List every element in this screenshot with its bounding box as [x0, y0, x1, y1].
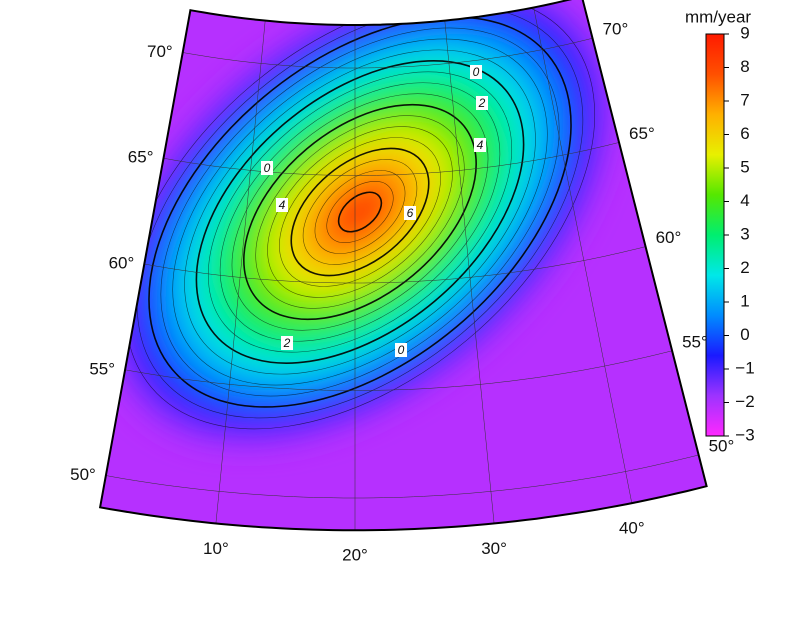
contour-line: [195, 60, 525, 364]
parallel-label: 60°: [656, 228, 682, 247]
parallel-label: 50°: [709, 436, 735, 455]
meridian-label: 20°: [342, 546, 368, 565]
meridian: [533, 7, 633, 504]
contour-line: [207, 71, 513, 353]
contour-line: [255, 115, 465, 309]
contour-label: 6: [407, 206, 414, 220]
colorbar-tick-label: 1: [740, 291, 749, 310]
contour-line: [160, 27, 560, 397]
contour-line: [243, 103, 477, 321]
parallel-label: 50°: [70, 465, 96, 484]
meridian-label: 10°: [203, 539, 229, 558]
map-frame: [98, 0, 708, 532]
contour-line: [326, 181, 394, 243]
contour-line: [279, 137, 441, 287]
parallel-label: 55°: [682, 332, 708, 351]
contour-line: [314, 170, 406, 254]
contour-line: [148, 16, 572, 408]
contour-line: [337, 191, 383, 233]
colorbar-tick-label: 3: [740, 224, 749, 243]
colorbar-tick-label: −1: [735, 358, 754, 377]
colorbar-tick-label: 2: [740, 258, 749, 277]
contour-label-box: [261, 161, 273, 175]
contour-line: [231, 93, 489, 331]
contour-label-box: [395, 343, 407, 357]
contour-label: 4: [477, 138, 484, 152]
parallel-label: 65°: [128, 148, 154, 167]
colorbar-tick-label: 7: [740, 90, 749, 109]
parallel-label: 70°: [603, 20, 629, 39]
parallel-label: 60°: [109, 253, 135, 272]
contour-line: [184, 49, 536, 375]
contour-label: 2: [478, 96, 486, 110]
colorbar-tick-label: −3: [735, 425, 754, 444]
meridian-label: 40°: [619, 519, 645, 538]
meridian: [215, 20, 266, 524]
meridian: [444, 20, 495, 524]
parallel: [105, 454, 699, 499]
contour-label-box: [470, 65, 482, 79]
contour-line: [302, 159, 418, 265]
contour-label-box: [476, 96, 488, 110]
colorbar-tick-label: 4: [740, 191, 749, 210]
contour-label-box: [281, 336, 293, 350]
contour-label: 0: [398, 343, 405, 357]
contour-label: 0: [473, 65, 480, 79]
parallel-label: 65°: [629, 124, 655, 143]
contour-label: 4: [279, 198, 286, 212]
contour-line: [172, 38, 548, 386]
contour-label-box: [276, 198, 288, 212]
contour-line: [267, 126, 453, 298]
parallel: [182, 37, 593, 69]
parallel-label: 70°: [147, 42, 173, 61]
parallel: [144, 246, 646, 284]
parallel: [163, 142, 620, 176]
meridian-label: 30°: [481, 539, 507, 558]
colorbar-tick-label: 8: [740, 57, 749, 76]
colorbar-tick-label: −2: [735, 392, 754, 411]
colorbar-tick-label: 9: [740, 23, 749, 42]
contour-line: [124, 0, 596, 430]
contour-label: 2: [283, 336, 291, 350]
contour-line: [290, 147, 430, 277]
parallel: [125, 350, 673, 391]
contour-label-box: [404, 206, 416, 220]
colorbar-tick-label: 0: [740, 325, 749, 344]
parallel-label: 55°: [89, 359, 115, 378]
colorbar: [705, 33, 725, 437]
contour-label: 0: [264, 161, 271, 175]
colorbar-unit: mm/year: [685, 7, 751, 26]
colorbar-tick-label: 5: [740, 157, 749, 176]
field-level: [349, 202, 371, 222]
colorbar-tick-label: 6: [740, 124, 749, 143]
contour-label-box: [474, 138, 486, 152]
